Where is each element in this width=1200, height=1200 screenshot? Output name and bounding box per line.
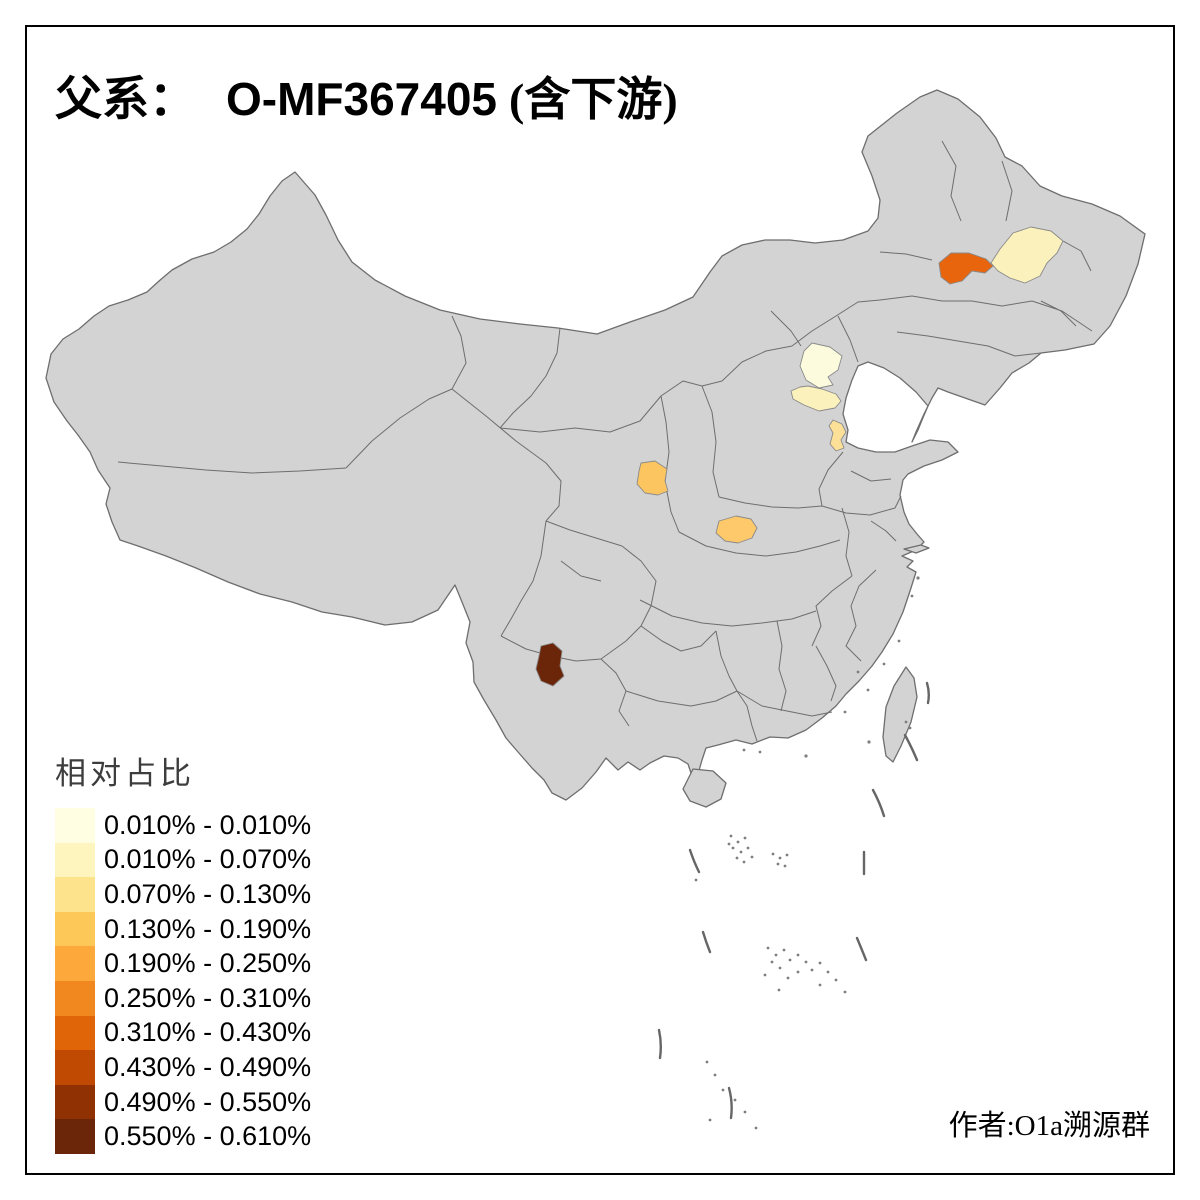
map-region-harbin	[990, 226, 1064, 284]
legend-row: 0.070% - 0.130%	[55, 877, 311, 912]
legend-label: 0.430% - 0.490%	[104, 1051, 312, 1082]
legend-swatch	[55, 946, 95, 981]
map-region-beijing	[799, 342, 843, 389]
legend-row: 0.010% - 0.010%	[55, 808, 311, 843]
chongming-island	[903, 544, 930, 554]
map-region-central-yunnan	[535, 642, 565, 687]
nine-dash-line	[657, 681, 930, 1120]
legend-label: 0.070% - 0.130%	[104, 878, 312, 909]
legend-label: 0.010% - 0.070%	[104, 844, 312, 875]
internal-borders	[117, 140, 1093, 742]
borders-south	[500, 545, 837, 742]
legend-row: 0.010% - 0.070%	[55, 842, 312, 878]
mainland-landmass	[45, 89, 1146, 808]
legend-label: 0.250% - 0.310%	[104, 982, 312, 1013]
map-region-cangzhou	[828, 419, 847, 452]
legend-row: 0.550% - 0.610%	[55, 1119, 311, 1154]
legend-label: 0.010% - 0.010%	[104, 809, 312, 840]
legend-swatch	[55, 1119, 95, 1154]
legend-label: 0.190% - 0.250%	[104, 948, 312, 979]
legend-title: 相对占比	[55, 756, 195, 791]
title-haplogroup: O-MF367405	[226, 73, 498, 125]
title-suffix: (含下游)	[509, 74, 678, 125]
author-credit: 作者:O1a溯源群	[948, 1110, 1150, 1142]
legend-label: 0.550% - 0.610%	[104, 1121, 312, 1152]
hainan-island	[682, 768, 727, 808]
legend-list: 0.010% - 0.010% 0.010% - 0.070% 0.070% - 0…	[55, 808, 311, 1154]
legend-label: 0.310% - 0.430%	[104, 1017, 312, 1048]
mainland-outline	[45, 89, 1146, 801]
legend-swatch	[55, 808, 95, 843]
figure-title: 父系： O-MF367405 (含下游)	[55, 60, 678, 129]
legend-row: 0.490% - 0.550%	[55, 1084, 312, 1120]
legend-swatch	[55, 1015, 95, 1051]
legend: 相对占比 0.010% - 0.010% 0.010% - 0.070% 0.070…	[55, 748, 311, 1154]
map-region-langfang	[790, 385, 842, 412]
legend-row: 0.190% - 0.250%	[55, 946, 311, 981]
map-region-west-jilin	[938, 252, 994, 285]
map-region-south-shaanxi	[715, 515, 758, 544]
taiwan-island	[882, 666, 918, 763]
legend-swatch	[55, 842, 95, 878]
legend-swatch	[55, 911, 95, 947]
legend-row: 0.310% - 0.430%	[55, 1015, 312, 1051]
borders-north-northeast	[499, 140, 1093, 433]
legend-label: 0.130% - 0.190%	[104, 913, 312, 944]
legend-row: 0.250% - 0.310%	[55, 980, 312, 1016]
plot-frame	[25, 25, 1175, 1175]
legend-swatch	[55, 980, 95, 1016]
legend-row: 0.130% - 0.190%	[55, 911, 312, 947]
legend-label: 0.490% - 0.550%	[104, 1086, 312, 1117]
title-prefix: 父系：	[55, 74, 196, 126]
legend-swatch	[55, 1084, 95, 1120]
legend-swatch	[55, 1050, 95, 1085]
legend-row: 0.430% - 0.490%	[55, 1050, 311, 1085]
small-islands	[694, 576, 920, 1130]
choropleth-regions	[535, 226, 1064, 687]
legend-swatch	[55, 877, 95, 912]
map-region-east-gansu	[636, 460, 669, 496]
borders-center-east	[660, 385, 902, 662]
